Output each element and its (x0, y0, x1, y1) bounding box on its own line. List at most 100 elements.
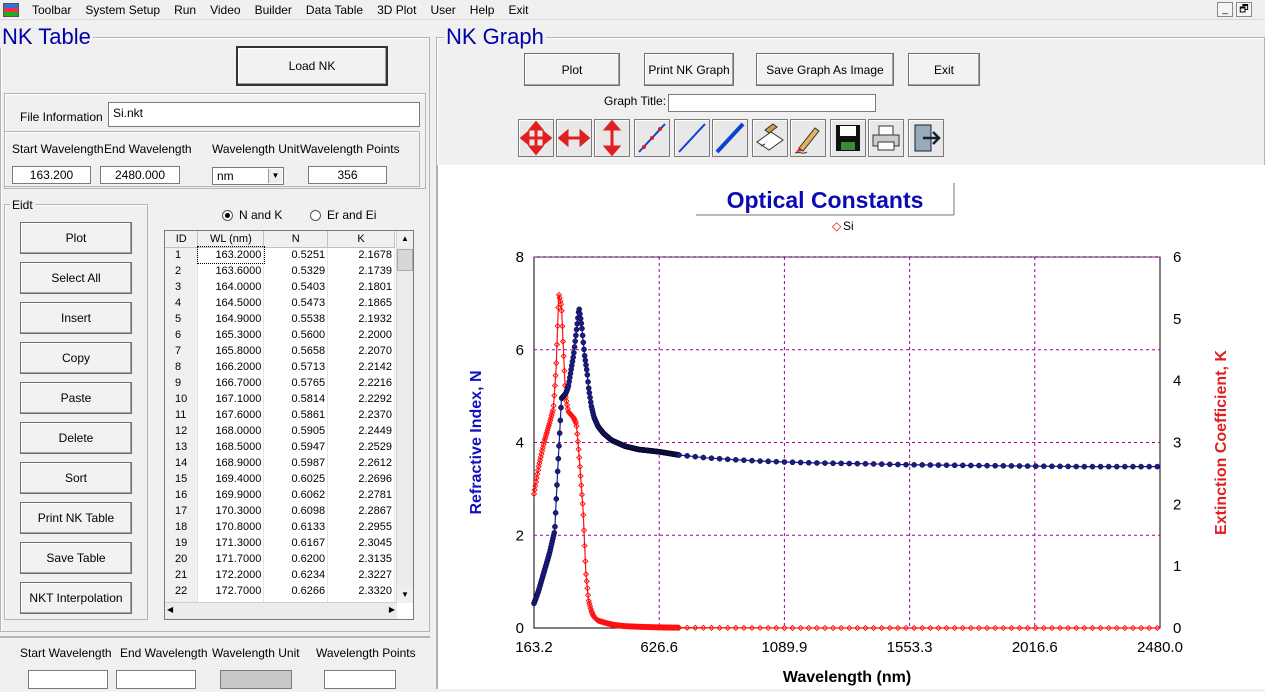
save-table-button[interactable]: Save Table (20, 542, 132, 574)
sort-button[interactable]: Sort (20, 462, 132, 494)
table-cell-n[interactable]: 0.5861 (263, 407, 329, 423)
thin-line-icon[interactable] (674, 119, 710, 157)
table-cell-wl[interactable]: 165.3000 (197, 327, 265, 343)
header-wl[interactable]: WL (nm) (197, 231, 265, 248)
table-cell-wl[interactable]: 169.4000 (197, 471, 265, 487)
table-cell-k[interactable]: 2.2142 (327, 359, 395, 375)
table-cell-n[interactable]: 0.5947 (263, 439, 329, 455)
bottom-wavelength-points-field[interactable] (324, 670, 396, 689)
menu-video[interactable]: Video (210, 2, 241, 17)
table-cell-k[interactable]: 2.2370 (327, 407, 395, 423)
table-row[interactable]: 10 167.1000 0.5814 2.2292 (165, 391, 395, 407)
table-cell-k[interactable]: 2.1678 (327, 247, 395, 263)
table-row[interactable]: 18 170.8000 0.6133 2.2955 (165, 519, 395, 535)
table-cell-id[interactable]: 17 (165, 503, 199, 519)
scroll-down-icon[interactable]: ▼ (397, 587, 413, 603)
table-row[interactable]: 15 169.4000 0.6025 2.2696 (165, 471, 395, 487)
wavelength-points-field[interactable]: 356 (308, 166, 387, 184)
table-row[interactable]: 7 165.8000 0.5658 2.2070 (165, 343, 395, 359)
table-cell-k[interactable]: 2.2955 (327, 519, 395, 535)
table-cell-n[interactable]: 0.6098 (263, 503, 329, 519)
menu-help[interactable]: Help (469, 2, 495, 17)
table-row[interactable]: 13 168.5000 0.5947 2.2529 (165, 439, 395, 455)
table-cell-id[interactable]: 2 (165, 263, 199, 279)
table-cell-id[interactable]: 11 (165, 407, 199, 423)
graph-plot-button[interactable]: Plot (524, 53, 620, 86)
table-row[interactable]: 2 163.6000 0.5329 2.1739 (165, 263, 395, 279)
table-cell-k[interactable]: 2.2781 (327, 487, 395, 503)
table-cell-k[interactable]: 2.2070 (327, 343, 395, 359)
table-row[interactable]: 4 164.5000 0.5473 2.1865 (165, 295, 395, 311)
table-cell-wl[interactable]: 169.9000 (197, 487, 265, 503)
table-cell-k[interactable]: 2.2216 (327, 375, 395, 391)
table-row[interactable]: 11 167.6000 0.5861 2.2370 (165, 407, 395, 423)
edit-graph-icon[interactable] (752, 119, 788, 157)
table-row[interactable]: 6 165.3000 0.5600 2.2000 (165, 327, 395, 343)
table-cell-n[interactable]: 0.6266 (263, 583, 329, 599)
menu-toolbar[interactable]: Toolbar (32, 2, 72, 17)
table-cell-k[interactable]: 2.1932 (327, 311, 395, 327)
table-cell-id[interactable]: 12 (165, 423, 199, 439)
table-cell-id[interactable]: 4 (165, 295, 199, 311)
printer-icon[interactable] (868, 119, 904, 157)
chevron-down-icon[interactable]: ▼ (268, 169, 282, 183)
table-cell-wl[interactable]: 165.8000 (197, 343, 265, 359)
scroll-right-icon[interactable]: ▶ (388, 605, 395, 614)
scroll-left-icon[interactable]: ◀ (167, 605, 174, 614)
table-cell-k[interactable]: 2.2000 (327, 327, 395, 343)
table-row[interactable]: 3 164.0000 0.5403 2.1801 (165, 279, 395, 295)
table-cell-n[interactable]: 0.5600 (263, 327, 329, 343)
table-cell-wl[interactable]: 168.5000 (197, 439, 265, 455)
table-cell-n[interactable]: 0.5403 (263, 279, 329, 295)
thick-line-icon[interactable] (712, 119, 748, 157)
scroll-thumb[interactable] (397, 249, 413, 271)
table-row[interactable]: 8 166.2000 0.5713 2.2142 (165, 359, 395, 375)
table-cell-wl[interactable]: 163.2000 (196, 246, 265, 264)
table-cell-id[interactable]: 7 (165, 343, 199, 359)
table-cell-wl[interactable]: 164.5000 (197, 295, 265, 311)
table-cell-n[interactable]: 0.6025 (263, 471, 329, 487)
start-wavelength-field[interactable]: 163.200 (12, 166, 91, 184)
table-cell-k[interactable]: 2.2292 (327, 391, 395, 407)
radio-er-and-ei[interactable]: Er and Ei (310, 208, 376, 222)
table-cell-k[interactable]: 2.2867 (327, 503, 395, 519)
table-cell-id[interactable]: 1 (165, 247, 199, 263)
table-cell-n[interactable]: 0.6200 (263, 551, 329, 567)
bottom-wavelength-unit-field[interactable] (220, 670, 292, 689)
table-cell-n[interactable]: 0.5251 (263, 247, 329, 263)
table-row[interactable]: 22 172.7000 0.6266 2.3320 (165, 583, 395, 599)
save-graph-image-button[interactable]: Save Graph As Image (756, 53, 894, 86)
bottom-end-wavelength-field[interactable] (116, 670, 196, 689)
table-cell-k[interactable]: 2.3320 (327, 583, 395, 599)
table-cell-k[interactable]: 2.2612 (327, 455, 395, 471)
delete-button[interactable]: Delete (20, 422, 132, 454)
radio-n-and-k[interactable]: N and K (222, 208, 282, 222)
print-nk-table-button[interactable]: Print NK Table (20, 502, 132, 534)
insert-button[interactable]: Insert (20, 302, 132, 334)
scroll-up-icon[interactable]: ▲ (397, 231, 413, 247)
menu-3d-plot[interactable]: 3D Plot (377, 2, 417, 17)
table-cell-n[interactable]: 0.6234 (263, 567, 329, 583)
table-cell-wl[interactable]: 167.1000 (197, 391, 265, 407)
table-cell-k[interactable]: 2.2529 (327, 439, 395, 455)
menu-data-table[interactable]: Data Table (305, 2, 364, 17)
save-disk-icon[interactable] (830, 119, 866, 157)
table-cell-n[interactable]: 0.5765 (263, 375, 329, 391)
table-cell-id[interactable]: 20 (165, 551, 199, 567)
table-cell-id[interactable]: 19 (165, 535, 199, 551)
header-id[interactable]: ID (165, 231, 199, 248)
move-vertical-icon[interactable] (594, 119, 630, 157)
table-row[interactable]: 5 164.9000 0.5538 2.1932 (165, 311, 395, 327)
marker-pen-icon[interactable] (790, 119, 826, 157)
select-all-button[interactable]: Select All (20, 262, 132, 294)
table-cell-wl[interactable]: 168.0000 (197, 423, 265, 439)
table-cell-n[interactable]: 0.5658 (263, 343, 329, 359)
table-cell-id[interactable]: 5 (165, 311, 199, 327)
wavelength-unit-select[interactable]: nm ▼ (212, 167, 284, 185)
table-cell-k[interactable]: 2.1801 (327, 279, 395, 295)
table-cell-wl[interactable]: 171.7000 (197, 551, 265, 567)
table-row[interactable]: 16 169.9000 0.6062 2.2781 (165, 487, 395, 503)
restore-button[interactable]: 🗗 (1236, 2, 1252, 17)
table-row[interactable]: 9 166.7000 0.5765 2.2216 (165, 375, 395, 391)
nk-data-grid[interactable]: ID WL (nm) N K 1 163.2000 0.5251 2.1678 2 163… (164, 230, 414, 620)
